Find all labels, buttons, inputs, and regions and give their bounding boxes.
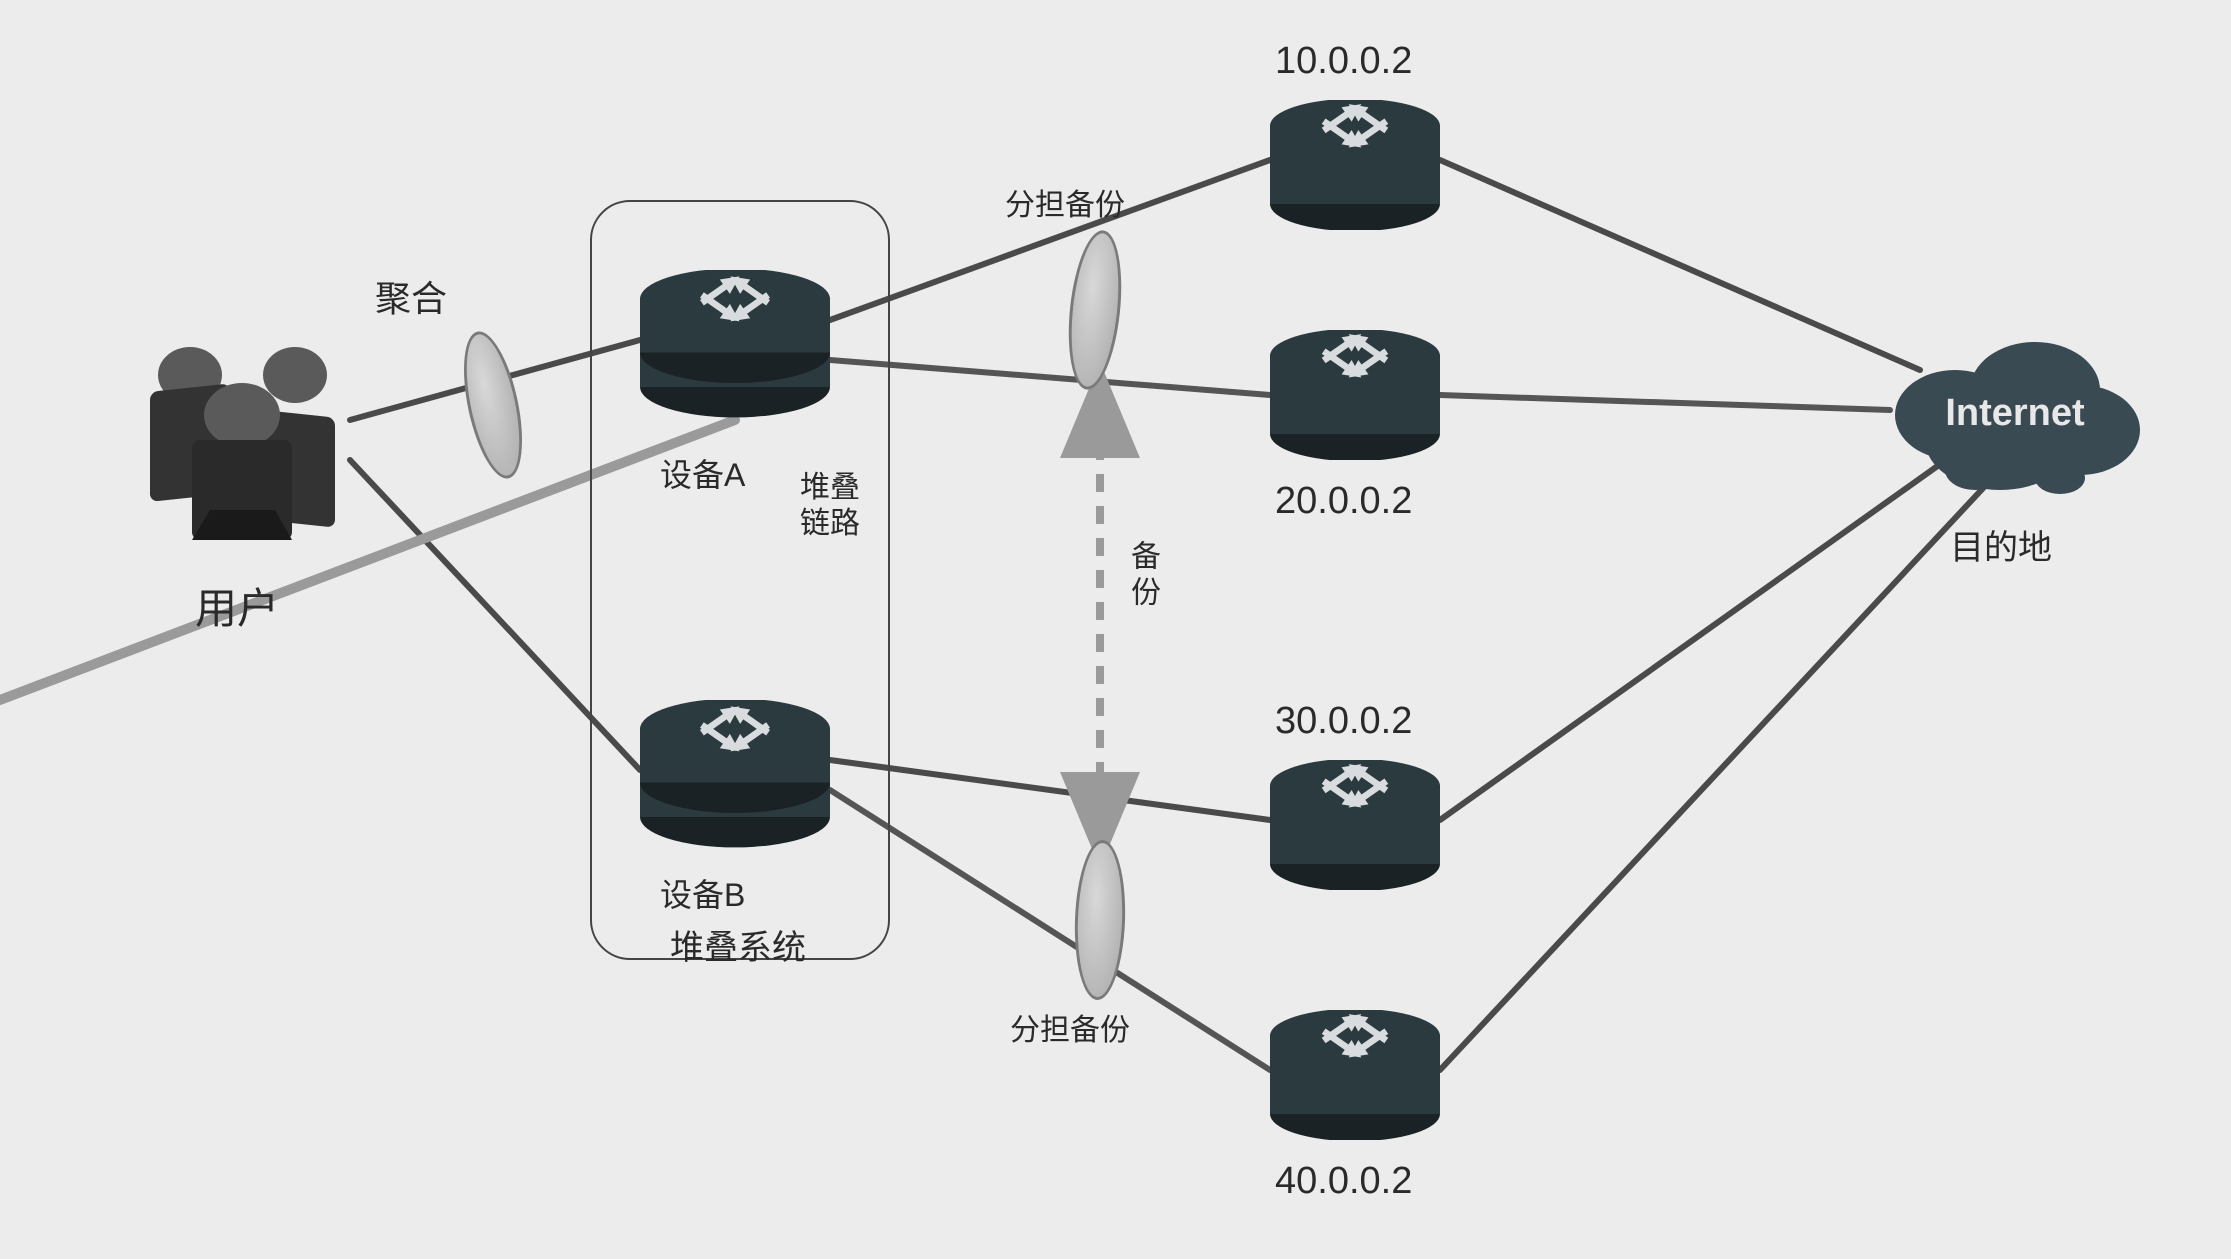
ip3-label: 30.0.0.2 (1275, 700, 1412, 743)
backup-bottom-label: 分担备份 (1010, 1005, 1130, 1049)
aggregate-ring-icon (453, 326, 533, 483)
device-a-label: 设备A (660, 450, 745, 496)
ip2-label: 20.0.0.2 (1275, 480, 1412, 523)
diagram-canvas: Internet 用户 聚合 设备A 设备B 堆叠链路 堆叠系统 分担备份 分担… (0, 0, 2231, 1259)
ip4-label: 40.0.0.2 (1275, 1160, 1412, 1203)
destination-label: 目的地 (1950, 520, 2052, 569)
router-3 (1270, 760, 1440, 895)
load-share-ring-bottom-icon (1072, 839, 1128, 1001)
internet-label: Internet (1945, 392, 2085, 434)
stack-system-label: 堆叠系统 (670, 920, 806, 969)
device-b (640, 700, 830, 855)
device-b-label: 设备B (660, 870, 745, 916)
router-2 (1270, 330, 1440, 465)
device-a (640, 270, 830, 425)
user-label: 用户 (195, 575, 279, 636)
backup-top-label: 分担备份 (1005, 180, 1125, 224)
users-icon (120, 310, 370, 555)
router-4 (1270, 1010, 1440, 1145)
stack-link-label: 堆叠链路 (800, 470, 860, 542)
internet-cloud: Internet (1880, 330, 2150, 505)
router-1 (1270, 100, 1440, 235)
ip1-label: 10.0.0.2 (1275, 40, 1412, 83)
aggregate-label: 聚合 (375, 270, 447, 322)
load-share-ring-top-icon (1062, 228, 1128, 392)
backup-vert-label: 备份 (1120, 540, 1164, 612)
